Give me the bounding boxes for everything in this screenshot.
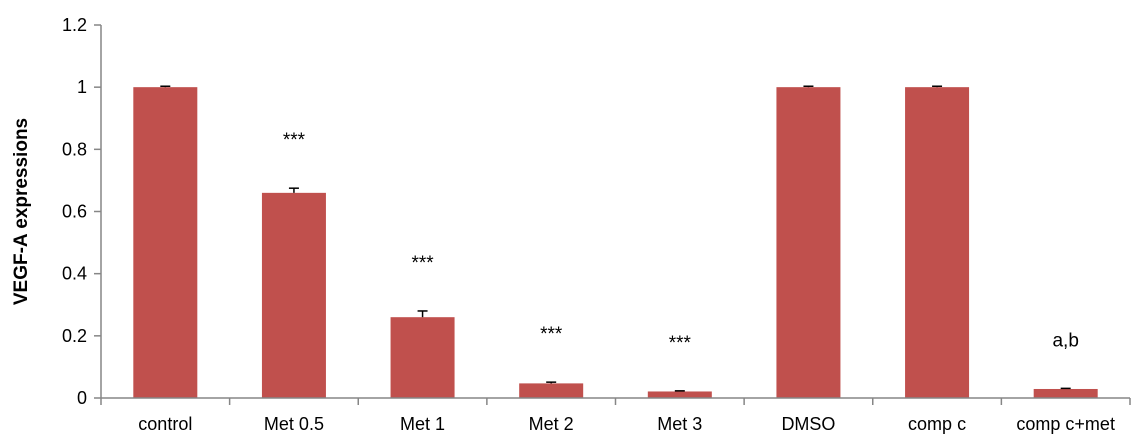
- error-bar: [932, 85, 943, 88]
- x-tick-label: Met 0.5: [264, 414, 324, 434]
- significance-label: ***: [411, 253, 434, 274]
- bar: [133, 87, 198, 399]
- x-tick-label: control: [138, 414, 192, 434]
- significance-annotations: *** *** *** *** a,b: [283, 130, 1079, 354]
- error-bar: [546, 381, 557, 384]
- error-bar: [674, 390, 685, 392]
- error-bar: [160, 85, 171, 88]
- x-tick-label: comp c+met: [1016, 414, 1115, 434]
- x-tick-label: Met 2: [529, 414, 574, 434]
- y-tick-label: 0.6: [62, 202, 87, 222]
- bar: [776, 87, 841, 399]
- bar: [390, 317, 455, 398]
- bar: [519, 383, 584, 398]
- x-tick-label: DMSO: [781, 414, 835, 434]
- y-tick-label: 1: [77, 77, 87, 97]
- y-tick-label: 0.2: [62, 326, 87, 346]
- bar: [261, 192, 326, 398]
- error-bar: [417, 310, 428, 318]
- y-tick-label: 1.2: [62, 15, 87, 35]
- error-bar: [288, 187, 299, 193]
- error-bar: [1060, 387, 1071, 390]
- y-axis-ticks: 0 0.2 0.4 0.6 0.8 1 1.2: [62, 15, 101, 408]
- error-bar: [803, 85, 814, 88]
- significance-label: ***: [540, 324, 563, 345]
- y-tick-label: 0.4: [62, 264, 87, 284]
- x-tick-label: Met 1: [400, 414, 445, 434]
- significance-label: ***: [669, 333, 692, 354]
- significance-label: a,b: [1052, 330, 1078, 351]
- y-tick-label: 0.8: [62, 139, 87, 159]
- x-axis-tick-labels: control Met 0.5 Met 1 Met 2 Met 3 DMSO comp c c…: [100, 398, 1131, 434]
- y-tick-label: 0: [77, 388, 87, 408]
- bar: [905, 87, 970, 399]
- bar: [1033, 388, 1098, 398]
- x-tick-label: comp c: [908, 414, 966, 434]
- bars: [133, 87, 1098, 399]
- y-axis-title: VEGF-A expressions: [11, 118, 32, 305]
- bar: [647, 391, 712, 398]
- x-tick-label: Met 3: [657, 414, 702, 434]
- significance-label: ***: [283, 130, 306, 151]
- error-bars: [160, 85, 1071, 392]
